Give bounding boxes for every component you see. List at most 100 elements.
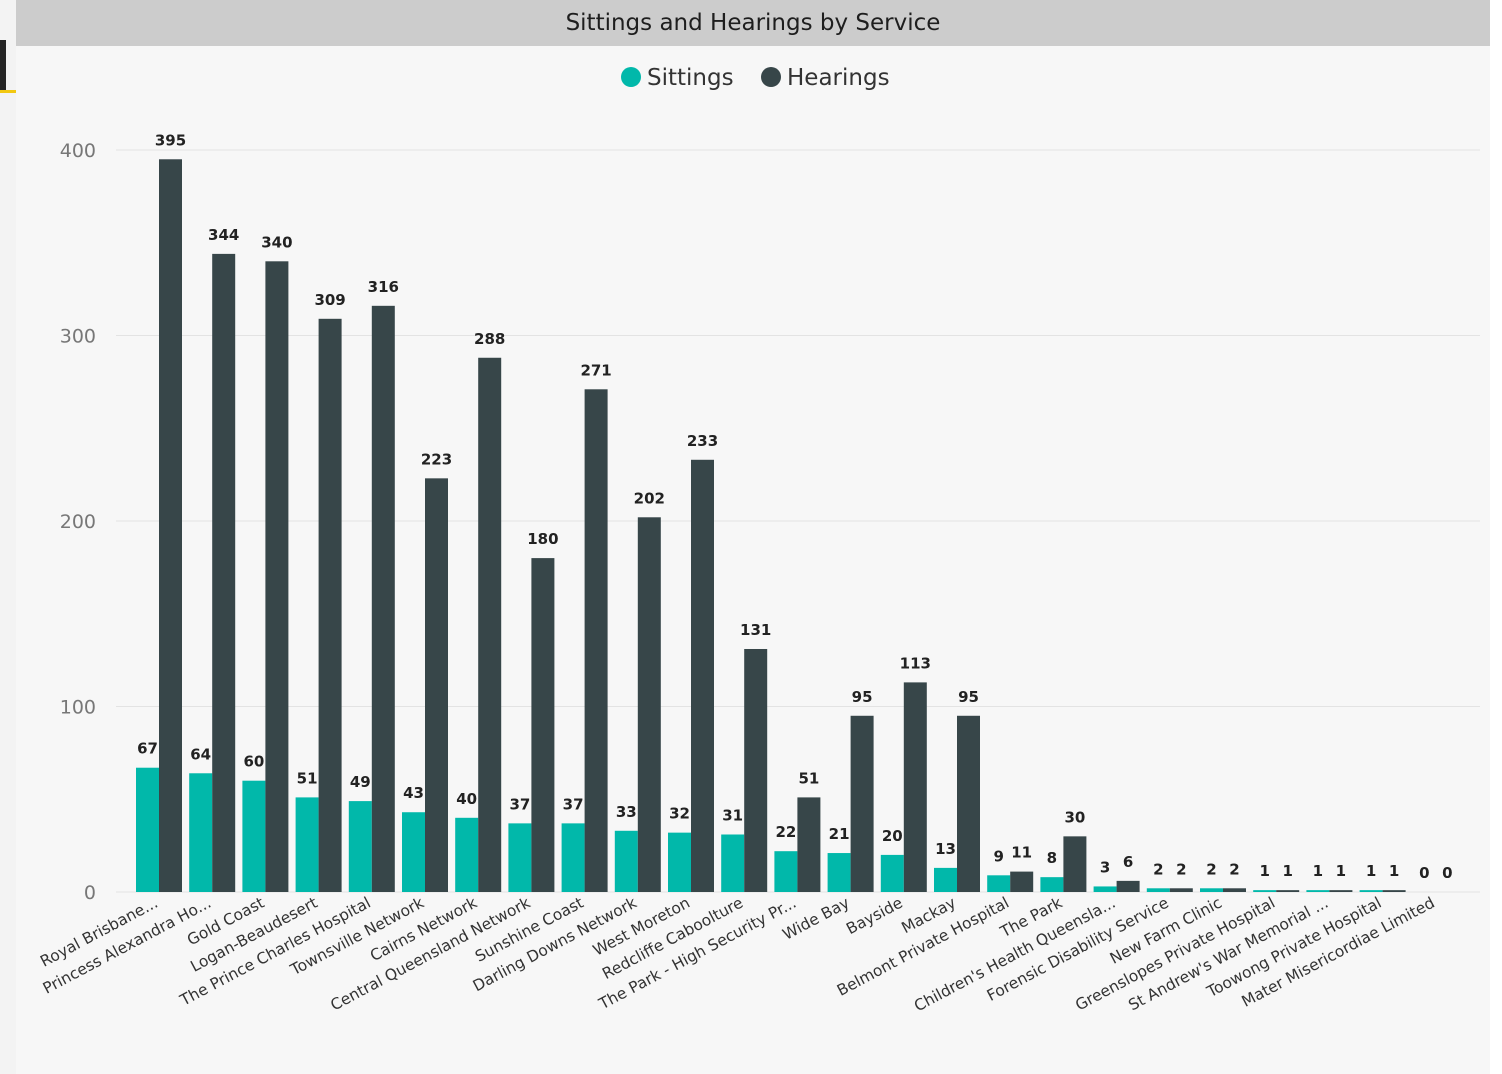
bar-sittings <box>348 801 372 892</box>
bar-hearings <box>957 715 980 892</box>
data-label-hearings: 2 <box>1176 860 1186 878</box>
data-label-sittings: 51 <box>297 769 318 787</box>
data-label-sittings: 3 <box>1100 858 1110 876</box>
left-pane-tab <box>0 40 6 92</box>
bar-hearings <box>1169 888 1193 892</box>
data-label-hearings: 309 <box>314 291 345 309</box>
data-label-hearings: 316 <box>368 278 399 296</box>
bar-hearings <box>1329 890 1353 892</box>
data-label-sittings: 67 <box>137 740 158 758</box>
data-label-sittings: 49 <box>350 773 371 791</box>
bar-hearings <box>531 558 555 892</box>
left-pane-strip <box>0 0 16 1074</box>
data-label-sittings: 1 <box>1313 862 1323 880</box>
bar-sittings <box>721 834 745 892</box>
data-label-sittings: 1 <box>1366 862 1376 880</box>
data-label-hearings: 344 <box>208 226 239 244</box>
data-label-sittings: 32 <box>669 805 690 823</box>
data-label-sittings: 43 <box>403 784 424 802</box>
bar-sittings <box>455 817 479 892</box>
data-label-hearings: 395 <box>155 131 186 149</box>
bar-hearings <box>318 318 342 892</box>
data-label-sittings: 37 <box>563 795 584 813</box>
bar-hearings <box>797 797 821 892</box>
bar-hearings <box>1382 890 1406 892</box>
bar-sittings <box>774 851 798 892</box>
bar-sittings <box>295 797 319 892</box>
chart-title: Sittings and Hearings by Service <box>16 0 1490 46</box>
bar-hearings <box>1063 836 1087 892</box>
bar-hearings <box>159 159 182 892</box>
bar-hearings <box>1223 888 1246 892</box>
data-label-hearings: 95 <box>958 688 979 706</box>
data-label-sittings: 33 <box>616 803 637 821</box>
data-label-hearings: 51 <box>798 769 819 787</box>
bar-sittings <box>614 830 638 892</box>
bar-sittings <box>242 780 266 892</box>
y-tick-label: 200 <box>60 511 96 533</box>
legend-label-hearings: Hearings <box>787 65 890 91</box>
bar-sittings <box>189 773 213 892</box>
bar-sittings <box>561 823 585 892</box>
bar-sittings <box>827 853 851 892</box>
data-label-sittings: 21 <box>829 825 850 843</box>
bar-sittings <box>1200 888 1223 892</box>
bar-sittings <box>402 812 425 892</box>
data-label-hearings: 271 <box>580 361 611 379</box>
data-label-sittings: 2 <box>1206 860 1216 878</box>
x-tick-label: Bayside <box>843 894 905 939</box>
data-label-sittings: 2 <box>1153 860 1163 878</box>
bar-hearings <box>691 459 714 892</box>
bar-hearings <box>850 715 874 892</box>
data-label-hearings: 202 <box>634 489 665 507</box>
data-label-hearings: 1 <box>1282 862 1292 880</box>
bar-sittings <box>880 854 904 892</box>
data-label-hearings: 223 <box>421 450 452 468</box>
bar-sittings <box>1146 888 1170 892</box>
bar-hearings <box>744 648 768 892</box>
y-tick-label: 300 <box>60 326 96 348</box>
right-pane-strip <box>1490 0 1502 1074</box>
bar-sittings <box>136 767 159 892</box>
data-label-hearings: 288 <box>474 330 505 348</box>
data-label-hearings: 2 <box>1229 860 1239 878</box>
data-label-sittings: 13 <box>935 840 956 858</box>
bar-hearings <box>1276 890 1300 892</box>
bar-hearings <box>478 357 502 892</box>
data-label-hearings: 30 <box>1064 808 1085 826</box>
data-label-sittings: 1 <box>1259 862 1269 880</box>
data-label-hearings: 180 <box>527 530 558 548</box>
data-label-sittings: 20 <box>882 827 903 845</box>
data-label-hearings: 6 <box>1123 853 1133 871</box>
legend-label-sittings: Sittings <box>647 65 734 91</box>
bar-hearings <box>425 478 448 892</box>
bar-sittings <box>987 875 1011 892</box>
bar-sittings <box>1306 890 1330 892</box>
bar-sittings <box>1253 890 1277 892</box>
data-label-sittings: 40 <box>456 790 477 808</box>
data-label-sittings: 31 <box>722 806 743 824</box>
bar-sittings <box>1093 886 1117 892</box>
data-label-hearings: 113 <box>900 654 931 672</box>
legend-marker-hearings <box>761 67 781 87</box>
data-label-sittings: 9 <box>993 847 1003 865</box>
bar-sittings <box>1359 890 1383 892</box>
bar-hearings <box>1010 871 1034 892</box>
bar-hearings <box>1116 880 1140 892</box>
bar-hearings <box>903 682 927 892</box>
bar-sittings <box>934 867 957 892</box>
data-label-hearings: 131 <box>740 621 771 639</box>
left-pane-accent <box>0 90 16 93</box>
data-label-hearings: 0 <box>1442 864 1452 882</box>
bar-sittings <box>668 832 691 892</box>
y-tick-label: 0 <box>84 882 96 904</box>
data-label-sittings: 37 <box>509 795 530 813</box>
data-label-hearings: 11 <box>1011 844 1032 862</box>
data-label-hearings: 233 <box>687 432 718 450</box>
bar-hearings <box>265 261 289 892</box>
chart-panel: Sittings and Hearings by Service 0 100 200… <box>16 0 1490 1074</box>
data-label-sittings: 8 <box>1047 849 1057 867</box>
data-label-sittings: 60 <box>243 753 264 771</box>
bar-sittings <box>508 823 532 892</box>
data-label-sittings: 0 <box>1419 864 1429 882</box>
